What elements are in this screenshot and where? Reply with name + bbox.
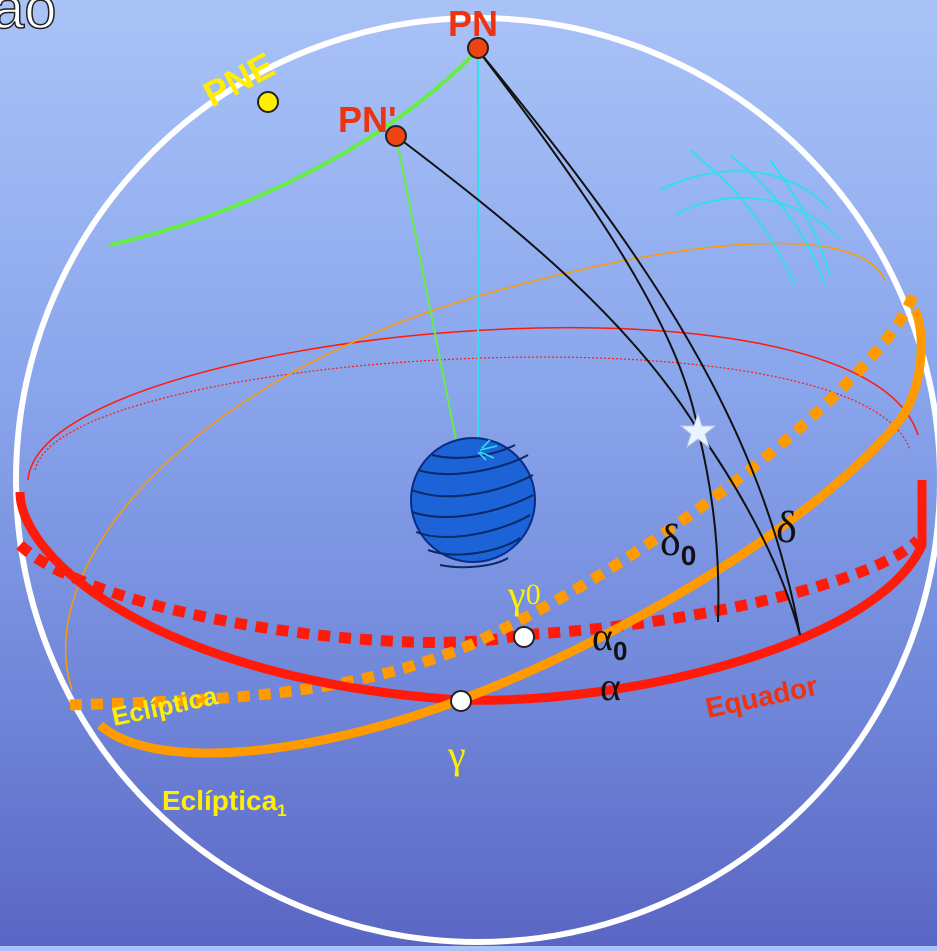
pn-marker — [467, 37, 489, 59]
ecliptic-solid — [96, 307, 926, 758]
delta0-label: δ0 — [660, 516, 696, 571]
alpha0-label: α0 — [592, 614, 627, 666]
gamma-label: γ — [447, 732, 466, 777]
ecliptica1-label: Eclíptica1 — [162, 785, 287, 820]
prev-pole-axis — [395, 135, 459, 451]
pne-marker — [257, 91, 279, 113]
declination-arc-delta — [697, 429, 801, 636]
hour-circle-pn-star — [477, 49, 699, 431]
equador-label: Equador — [703, 670, 821, 724]
pole-precession-path — [109, 48, 480, 247]
ecliptica-label: Eclíptica — [109, 680, 220, 732]
gamma-point — [450, 690, 472, 712]
earth-globe-icon — [410, 437, 536, 569]
celestial-sphere-outline — [13, 15, 937, 945]
hour-circle-pnprime-star — [395, 135, 699, 431]
gamma0-label: γ0 — [507, 572, 541, 617]
star-field-graticule — [659, 149, 841, 286]
title-fragment: ão — [0, 0, 57, 41]
pn-label: PN — [448, 3, 498, 44]
star-icon — [679, 412, 717, 449]
declination-arc-delta0 — [697, 429, 720, 623]
equator-back-dotted-arc — [34, 356, 911, 471]
delta-label: δ — [776, 503, 797, 552]
gamma0-point — [513, 626, 535, 648]
alpha-label: α — [600, 664, 621, 709]
pn-prime-marker — [385, 125, 407, 147]
pn-prime-label: PN' — [338, 99, 397, 140]
equator-back-thin-arc — [27, 326, 919, 481]
ecliptic0-dotted — [69, 288, 921, 711]
hour-circle-to-alpha — [477, 49, 801, 636]
